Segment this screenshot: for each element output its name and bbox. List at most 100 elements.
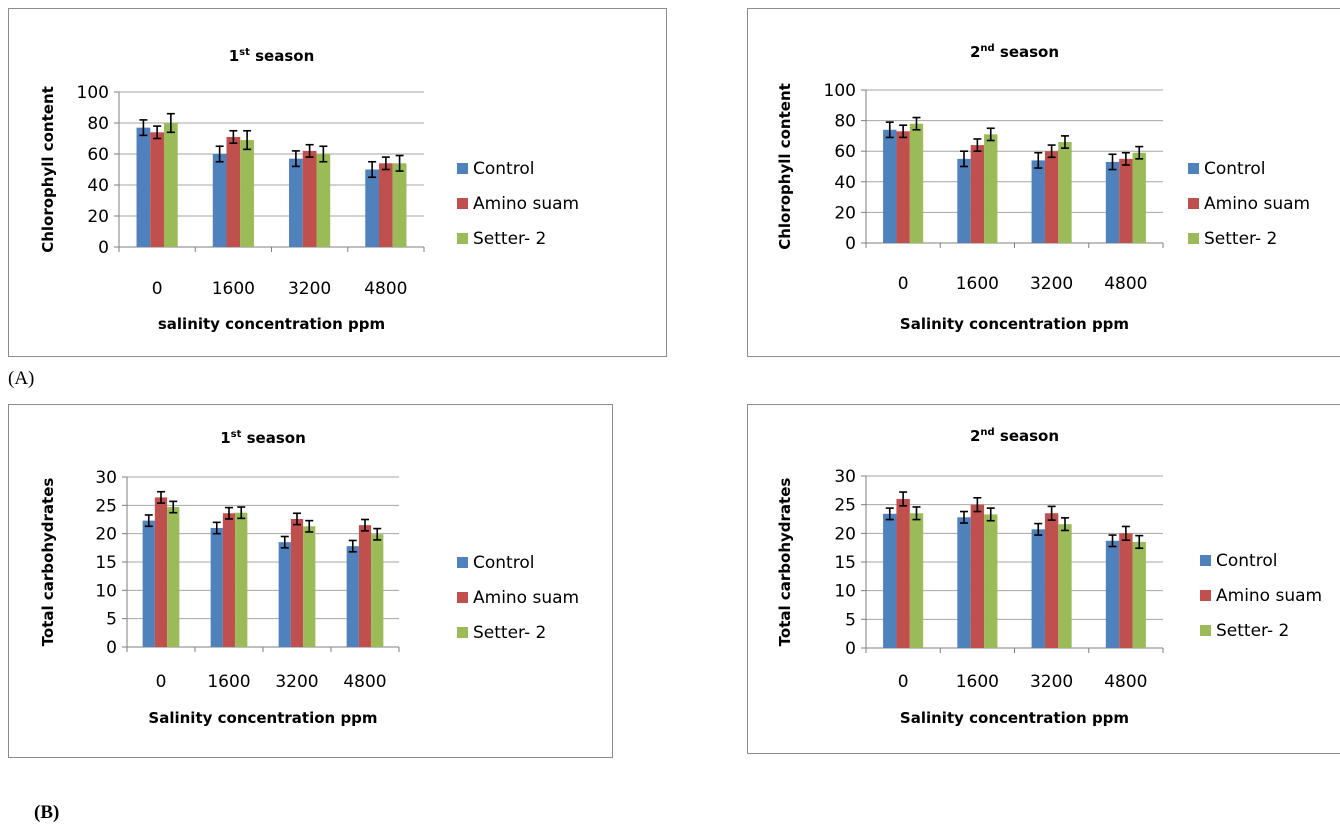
y-tick-label: 20 <box>834 524 856 544</box>
y-tick-label: 25 <box>834 496 856 516</box>
bar-control <box>957 517 971 648</box>
y-tick-label: 100 <box>77 83 109 103</box>
y-tick-label: 30 <box>834 467 856 487</box>
x-tick-label: 1600 <box>207 672 250 692</box>
x-tick-label: 3200 <box>288 279 331 299</box>
bar-control <box>136 127 151 247</box>
bar-control <box>1031 529 1045 648</box>
bar-control <box>1031 160 1045 243</box>
bar-amino-suam <box>226 136 241 247</box>
y-tick-label: 100 <box>824 81 856 101</box>
x-tick-label: 0 <box>152 279 163 299</box>
chart-title: 1st season <box>220 429 306 447</box>
y-axis-label: Total carbohydrates <box>39 478 57 647</box>
y-tick-label: 15 <box>95 553 117 573</box>
chart-panel-b1: 0 5 10 15 20 25 30 0 1600 3200 4800 1st season Salin… <box>8 404 613 758</box>
bar-control <box>210 528 223 647</box>
y-axis-label: Chlorophyll content <box>776 83 794 250</box>
x-tick-label: 4800 <box>343 672 386 692</box>
legend-control-label: Control <box>473 159 534 179</box>
x-tick-label: 1600 <box>956 274 999 294</box>
chart-panel-b2: 0 5 10 15 20 25 30 0 1600 3200 4800 2nd season Salin… <box>747 404 1340 754</box>
bar-control <box>289 158 303 247</box>
bar-amino-suam <box>222 513 236 647</box>
y-tick-label: 0 <box>845 639 856 659</box>
bar-control <box>212 154 227 247</box>
bar-control <box>1105 161 1120 243</box>
bar-setter-2 <box>984 514 998 648</box>
y-axis-label: Chlorophyll content <box>39 86 57 253</box>
bar-amino-suam <box>154 497 168 647</box>
y-tick-label: 0 <box>98 238 109 258</box>
x-axis-label: Salinity concentration ppm <box>900 709 1129 727</box>
x-tick-label: 3200 <box>1030 274 1073 294</box>
y-tick-label: 20 <box>87 207 109 227</box>
bar-setter-2 <box>392 163 407 247</box>
chart-a2: 0 20 40 60 80 100 0 1600 3200 4800 2nd season Salin… <box>776 43 1310 333</box>
bar-amino-suam <box>896 131 910 243</box>
bar-setter-2 <box>1132 541 1146 648</box>
legend-amino-suam-swatch <box>1200 590 1211 601</box>
legend-setter-2-swatch <box>1188 233 1199 244</box>
panel-label-b: (B) <box>34 802 60 823</box>
y-tick-label: 0 <box>106 638 117 658</box>
legend-control-swatch <box>1188 163 1199 174</box>
x-tick-label: 3200 <box>275 672 318 692</box>
bar-setter-2 <box>984 134 998 243</box>
y-tick-label: 60 <box>834 142 856 162</box>
legend-setter-2-swatch <box>457 233 468 244</box>
bar-control <box>365 169 380 247</box>
bar-control <box>1105 540 1120 648</box>
legend-amino-suam-label: Amino suam <box>1216 586 1322 606</box>
chart-panel-a2: 0 20 40 60 80 100 0 1600 3200 4800 2nd season Salin… <box>747 8 1340 357</box>
legend-setter-2-label: Setter- 2 <box>1204 229 1277 249</box>
bar-control <box>957 158 971 243</box>
y-axis-label: Total carbohydrates <box>776 478 794 647</box>
bar-setter-2 <box>235 512 248 647</box>
bar-amino-suam <box>358 525 372 647</box>
bar-amino-suam <box>379 163 393 247</box>
bar-amino-suam <box>896 498 910 648</box>
legend-control-label: Control <box>1216 551 1277 571</box>
bar-setter-2 <box>167 507 180 647</box>
y-tick-label: 0 <box>845 234 856 254</box>
bar-control <box>883 129 897 243</box>
y-tick-label: 40 <box>87 176 109 196</box>
bar-amino-suam <box>1119 158 1133 243</box>
bar-control <box>278 542 291 647</box>
y-tick-label: 10 <box>834 582 856 602</box>
legend-control-swatch <box>1200 555 1211 566</box>
legend-amino-suam-label: Amino suam <box>1204 194 1310 214</box>
bar-setter-2 <box>316 154 331 247</box>
chart-b1: 0 5 10 15 20 25 30 0 1600 3200 4800 1st season Salin… <box>39 429 579 727</box>
legend-amino-suam-swatch <box>457 592 468 603</box>
bar-setter-2 <box>909 513 924 648</box>
y-tick-label: 20 <box>834 203 856 223</box>
bar-control <box>346 546 359 647</box>
legend-setter-2-label: Setter- 2 <box>473 229 546 249</box>
chart-title: 2nd season <box>970 427 1059 445</box>
x-tick-label: 1600 <box>212 279 255 299</box>
panel-label-a: (A) <box>8 368 35 389</box>
bar-amino-suam <box>970 145 985 243</box>
legend-amino-suam-label: Amino suam <box>473 194 579 214</box>
x-tick-label: 0 <box>156 672 167 692</box>
legend-amino-suam-label: Amino suam <box>473 588 579 608</box>
y-tick-label: 5 <box>845 610 856 630</box>
legend-control-swatch <box>457 557 468 568</box>
legend-amino-suam-swatch <box>1188 198 1199 209</box>
chart-title: 2nd season <box>970 43 1059 61</box>
legend-setter-2-label: Setter- 2 <box>473 623 546 643</box>
y-tick-label: 30 <box>95 468 117 488</box>
chart-b2: 0 5 10 15 20 25 30 0 1600 3200 4800 2nd season Salin… <box>776 427 1322 727</box>
legend-control-label: Control <box>1204 159 1265 179</box>
x-tick-label: 4800 <box>364 279 407 299</box>
bar-control <box>883 513 897 648</box>
x-tick-label: 0 <box>898 274 909 294</box>
bar-amino-suam <box>1119 533 1133 648</box>
y-tick-label: 80 <box>834 112 856 132</box>
y-tick-label: 5 <box>106 610 117 630</box>
legend-setter-2-label: Setter- 2 <box>1216 621 1289 641</box>
bar-setter-2 <box>303 526 316 647</box>
bar-amino-suam <box>1044 151 1059 243</box>
